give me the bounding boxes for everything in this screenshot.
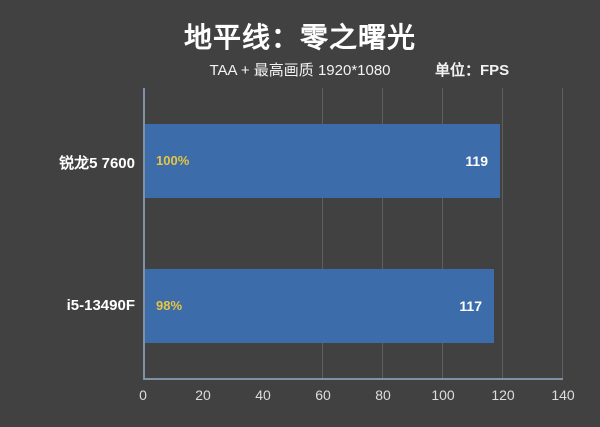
gridline (322, 88, 323, 378)
plot-area: 100% 119 98% 117 (143, 88, 563, 380)
bar-percent-label: 100% (156, 153, 190, 168)
x-tick-label: 0 (139, 387, 147, 403)
gridline (382, 88, 383, 378)
bar-value-label: 119 (465, 152, 488, 169)
gridline (442, 88, 443, 378)
x-tick-label: 60 (315, 387, 331, 403)
bar-value-label: 117 (459, 297, 482, 314)
bar: 98% 117 (143, 268, 494, 343)
category-label: i5-13490F (66, 296, 135, 314)
x-axis-line (143, 378, 563, 380)
gridline (562, 88, 563, 378)
x-tick-label: 40 (255, 387, 271, 403)
chart-subtitle: TAA + 最高画质 1920*1080 (209, 62, 391, 79)
x-tick-label: 100 (431, 387, 455, 403)
chart-title: 地平线：零之曙光 (183, 22, 416, 53)
bar: 100% 119 (143, 123, 500, 198)
x-tick-label: 80 (375, 387, 391, 403)
category-label: 锐龙5 7600 (59, 154, 135, 172)
gridline (502, 88, 503, 378)
unit-label: 单位：FPS (435, 62, 510, 79)
x-tick-label: 140 (551, 387, 575, 403)
x-tick-label: 120 (491, 387, 515, 403)
bar-percent-label: 98% (156, 298, 183, 313)
x-tick-label: 20 (195, 387, 211, 403)
y-axis-line (143, 88, 145, 378)
